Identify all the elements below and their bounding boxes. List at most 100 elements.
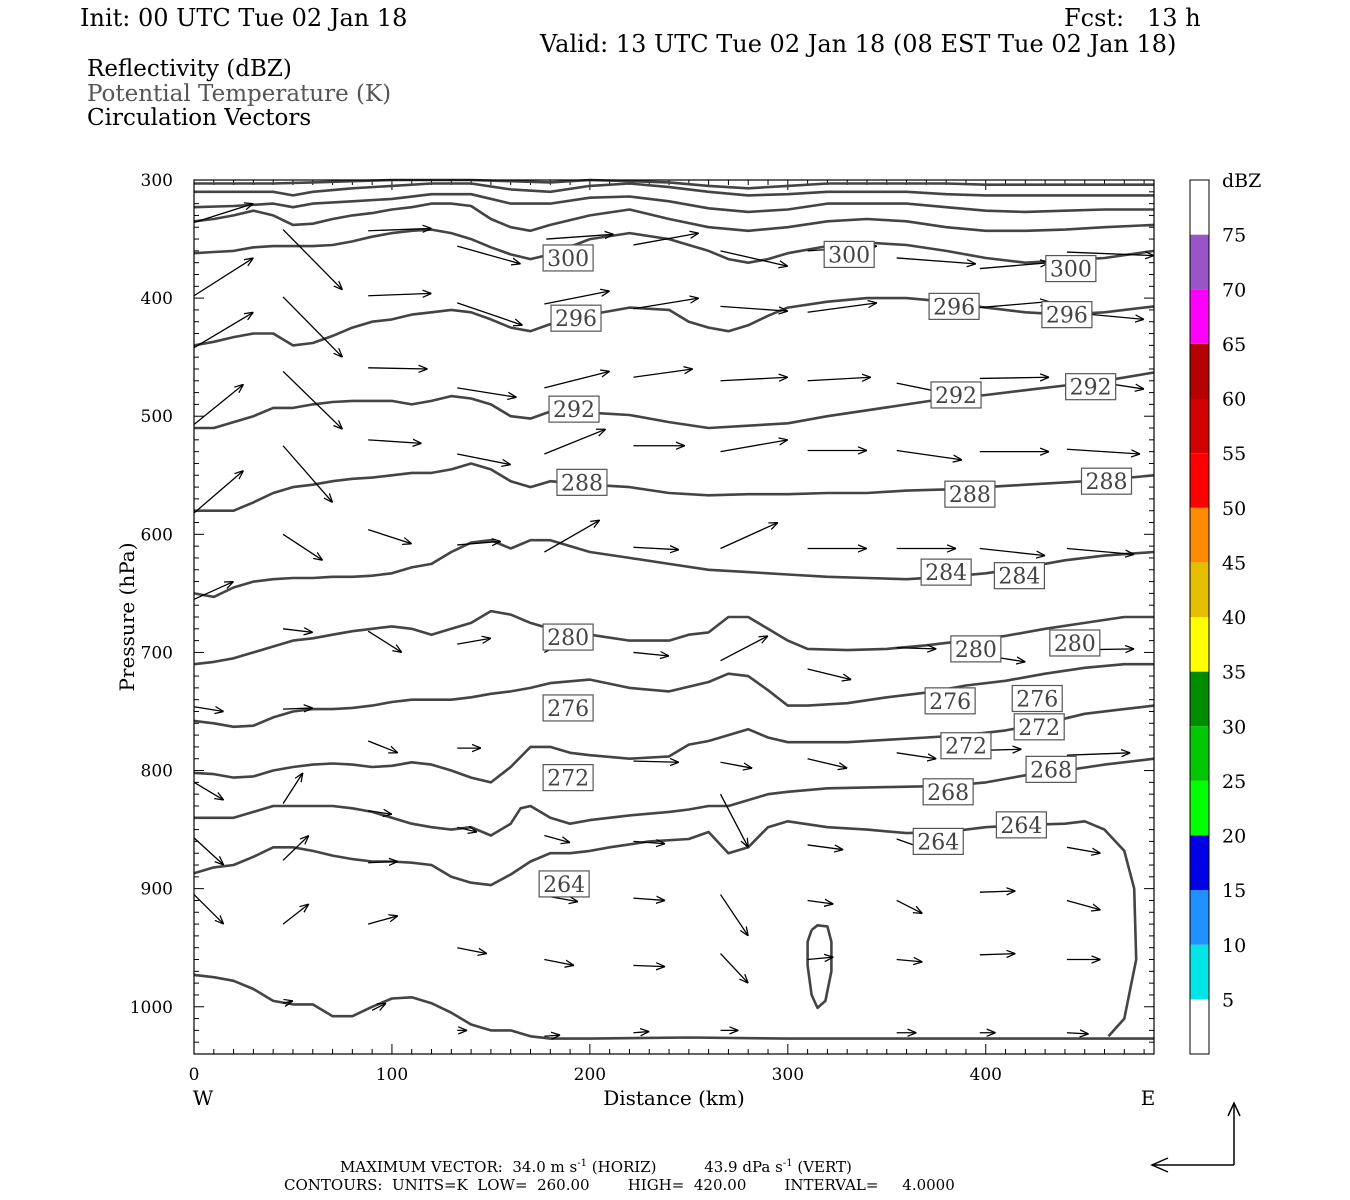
y-tick-label: 900 [141, 880, 173, 900]
circulation-vector [896, 648, 937, 649]
contour-label: 296 [933, 295, 975, 320]
colorbar-frame [1189, 179, 1210, 1055]
contour-label: 264 [917, 830, 959, 855]
init-time: Init: 00 UTC Tue 02 Jan 18 [80, 4, 408, 32]
colorbar-swatch [1190, 726, 1209, 781]
contour-label-box [1065, 373, 1117, 401]
circulation-vector [282, 370, 342, 429]
circulation-vector [282, 904, 309, 925]
circulation-vector [1066, 753, 1130, 755]
y-axis-title: Pressure (hPa) [115, 543, 139, 692]
contour-label-box [928, 292, 980, 320]
colorbar-swatch [1190, 890, 1209, 945]
contour-label-box [542, 694, 594, 722]
x-tick-label: 100 [376, 1065, 408, 1085]
contour-label: 276 [929, 690, 971, 715]
contour-label-box [538, 870, 590, 898]
field-reflectivity: Reflectivity (dBZ) [87, 56, 292, 82]
circulation-vector [720, 440, 788, 453]
isentrope-288 [194, 462, 1155, 513]
circulation-vector [807, 957, 834, 959]
circulation-vector [719, 793, 749, 847]
circulation-vector [457, 947, 487, 954]
colorbar-swatch [1190, 944, 1209, 1000]
circulation-vector [979, 263, 1049, 270]
circulation-vector [193, 384, 243, 425]
contour-label: 288 [949, 483, 991, 508]
isentrope-264 [806, 923, 833, 1010]
circulation-vector [720, 953, 749, 984]
circulation-vector [807, 844, 844, 850]
contour-label-box [1011, 684, 1063, 713]
circulation-vector [979, 302, 1049, 309]
isentrope-contours [193, 178, 1155, 1040]
contour-label-box [920, 558, 972, 586]
circulation-vector [633, 652, 669, 656]
contour-label: 268 [927, 781, 969, 806]
circulation-vector [896, 752, 937, 759]
contour-label: 272 [547, 767, 589, 792]
contour-label: 296 [1046, 304, 1088, 329]
contour-label: 288 [561, 471, 603, 496]
colorbar-swatch [1190, 780, 1209, 836]
contour-label: 284 [998, 565, 1040, 590]
contour-label-box [542, 623, 594, 651]
contour-label-box [823, 240, 875, 269]
colorbar-swatch [1190, 507, 1209, 563]
colorbar-swatch [1190, 234, 1209, 290]
circulation-vector [193, 312, 253, 349]
colorbar-label: 5 [1222, 989, 1234, 1011]
colorbar-label: 35 [1222, 662, 1246, 684]
circulation-vector [544, 834, 570, 843]
circulation-vector [282, 629, 313, 633]
forecast-hour: Fcst: 13 h [1064, 4, 1201, 32]
y-tick-label: 1000 [130, 998, 173, 1018]
contour-label-box [930, 381, 982, 409]
circulation-vector [367, 630, 402, 652]
isentrope-268 [194, 757, 1155, 837]
x-axis-title: Distance (km) [603, 1086, 745, 1110]
contour-label: 292 [553, 398, 595, 423]
x-tick-label: 300 [772, 1065, 804, 1085]
colorbar-swatch [1190, 398, 1209, 454]
contour-label: 280 [955, 638, 997, 663]
isentrope-292 [194, 371, 1155, 430]
isentrope-284 [193, 538, 1155, 599]
contour-label: 264 [1000, 814, 1042, 839]
contour-label-box [924, 687, 976, 715]
circulation-vector [807, 668, 852, 680]
contour-label: 300 [828, 243, 870, 268]
circulation-vector [1066, 846, 1101, 853]
colorbar-legend: 5 10 15 20 25 30 35 40 45 50 55 60 65 70 75 dBZ [1189, 170, 1261, 1055]
colorbar-label: 10 [1222, 935, 1246, 957]
colorbar-swatch [1190, 289, 1209, 344]
x-left-label: W [193, 1086, 214, 1110]
y-tick-label: 600 [141, 525, 173, 545]
colorbar-swatch [1190, 562, 1209, 617]
circulation-vector [896, 960, 923, 962]
circulation-vector [193, 707, 224, 712]
contour-label-box [950, 635, 1002, 663]
circulation-vector [371, 1003, 386, 1010]
circulation-vector [368, 228, 431, 230]
circulation-vector [544, 371, 609, 389]
circulation-vector [193, 204, 253, 224]
contour-label: 300 [547, 247, 589, 272]
contour-label-box [1025, 755, 1077, 783]
contour-label-box [1013, 713, 1065, 741]
circulation-vector [282, 1001, 293, 1003]
contour-label-box [542, 764, 594, 792]
contour-label-box [1049, 629, 1101, 657]
colorbar-label: 70 [1222, 279, 1246, 301]
circulation-vector [807, 758, 848, 768]
isentrope-264 [193, 819, 1138, 1038]
circulation-vector [720, 636, 769, 662]
contour-label-box [550, 304, 602, 332]
circulation-vector [896, 257, 976, 264]
circulation-vector [282, 229, 342, 290]
circulation-vector [633, 369, 692, 378]
y-tick-label: 800 [141, 762, 173, 782]
axis-labels: 0 100 200 300 400 300 400 500 600 700 800 900 1000 Di… [115, 171, 1155, 1110]
circulation-vector [193, 894, 224, 925]
